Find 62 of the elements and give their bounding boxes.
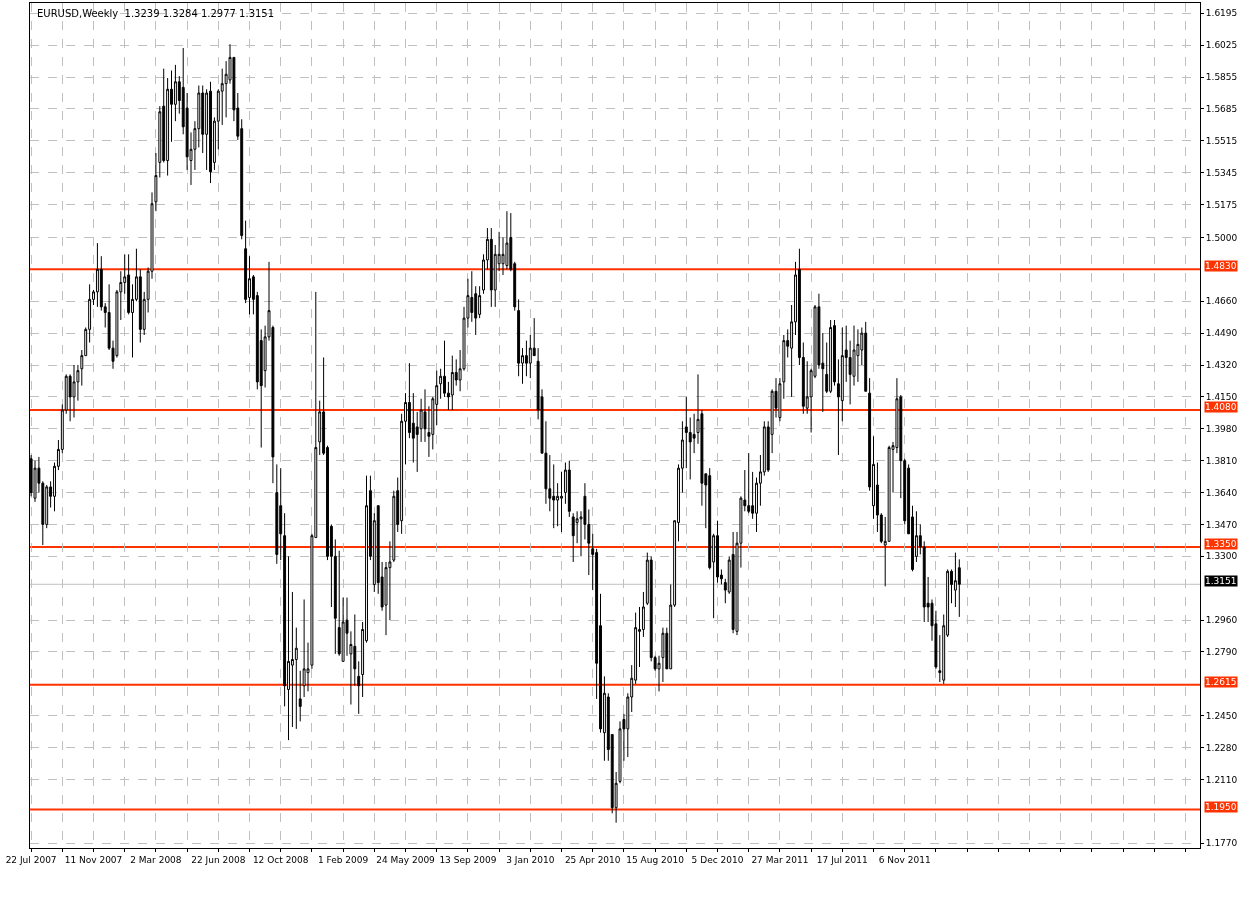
candlestick xyxy=(450,355,454,411)
y-tick-label: 1.5855 xyxy=(1205,72,1238,83)
ref-line-label: 1.3151 xyxy=(1205,576,1237,586)
candlestick xyxy=(302,598,306,698)
candlestick xyxy=(72,364,76,419)
x-tick-label: 15 Aug 2010 xyxy=(626,854,685,865)
text: EURUSD,Weekly 1.3239 1.3284 1.2977 1.3151 xyxy=(37,8,275,19)
y-tick-label: 1.3640 xyxy=(1205,487,1238,498)
y-tick-label: 1.6025 xyxy=(1205,40,1238,51)
y-tick-label: 1.5515 xyxy=(1205,136,1238,147)
candlestick xyxy=(856,328,860,383)
y-tick-label: 1.4320 xyxy=(1205,360,1238,371)
y-tick-label: 1.4490 xyxy=(1205,328,1238,339)
candlestick xyxy=(275,463,279,565)
y-tick-label: 1.3470 xyxy=(1205,519,1238,530)
x-tick-label: 2 Mar 2008 xyxy=(130,854,182,865)
candlestick xyxy=(567,460,571,518)
y-tick-label: 1.2450 xyxy=(1205,710,1238,721)
candlestick xyxy=(829,319,833,394)
y-tick-label: 1.3810 xyxy=(1205,455,1238,466)
x-tick-label: 6 Nov 2011 xyxy=(878,854,931,865)
y-tick-label: 1.5175 xyxy=(1205,199,1238,210)
ref-line-label: 1.4080 xyxy=(1205,402,1237,412)
candlestick xyxy=(298,670,302,722)
y-tick-label: 1.1770 xyxy=(1205,838,1238,849)
ref-line-label: 1.2615 xyxy=(1205,677,1237,687)
y-tick-label: 1.4150 xyxy=(1205,392,1238,403)
x-tick-label: 11 Nov 2007 xyxy=(64,854,123,865)
x-tick-label: 24 May 2009 xyxy=(376,854,436,865)
x-tick-label: 25 Apr 2010 xyxy=(564,854,621,865)
y-tick-label: 1.5345 xyxy=(1205,167,1238,178)
x-tick-label: 3 Jan 2010 xyxy=(506,854,555,865)
y-tick-label: 1.3980 xyxy=(1205,423,1238,434)
candlestick xyxy=(95,242,99,308)
candlestick xyxy=(864,321,868,392)
x-tick-label: 22 Jul 2007 xyxy=(5,854,57,865)
y-tick-label: 1.2280 xyxy=(1205,742,1238,753)
x-tick-label: 22 Jun 2008 xyxy=(191,854,246,865)
x-tick-label: 12 Oct 2008 xyxy=(252,854,309,865)
x-tick-label: 17 Jul 2011 xyxy=(816,854,868,865)
candlestick xyxy=(489,227,493,308)
x-tick-label: 1 Feb 2009 xyxy=(317,854,369,865)
candlestick xyxy=(357,660,361,715)
y-tick-label: 1.4660 xyxy=(1205,296,1238,307)
y-tick-label: 1.3300 xyxy=(1205,551,1238,562)
candlestick xyxy=(731,531,735,634)
x-tick-label: 5 Dec 2010 xyxy=(691,854,744,865)
ref-line-label: 1.1950 xyxy=(1205,802,1237,812)
y-tick-label: 1.2110 xyxy=(1205,774,1238,785)
x-tick-label: 27 Mar 2011 xyxy=(751,854,809,865)
ref-line-label: 1.4830 xyxy=(1205,261,1237,271)
candlestick xyxy=(560,471,563,533)
y-tick-label: 1.6195 xyxy=(1205,8,1238,19)
candlestick xyxy=(571,512,575,563)
y-tick-label: 1.2790 xyxy=(1205,647,1238,658)
y-tick-label: 1.5000 xyxy=(1205,232,1238,243)
candlestick xyxy=(279,467,283,561)
y-tick-label: 1.2960 xyxy=(1205,615,1238,626)
candlestick xyxy=(209,81,212,184)
ref-line-label: 1.3350 xyxy=(1205,539,1237,549)
y-tick-label: 1.5685 xyxy=(1205,104,1238,115)
x-tick-label: 13 Sep 2009 xyxy=(439,854,497,865)
